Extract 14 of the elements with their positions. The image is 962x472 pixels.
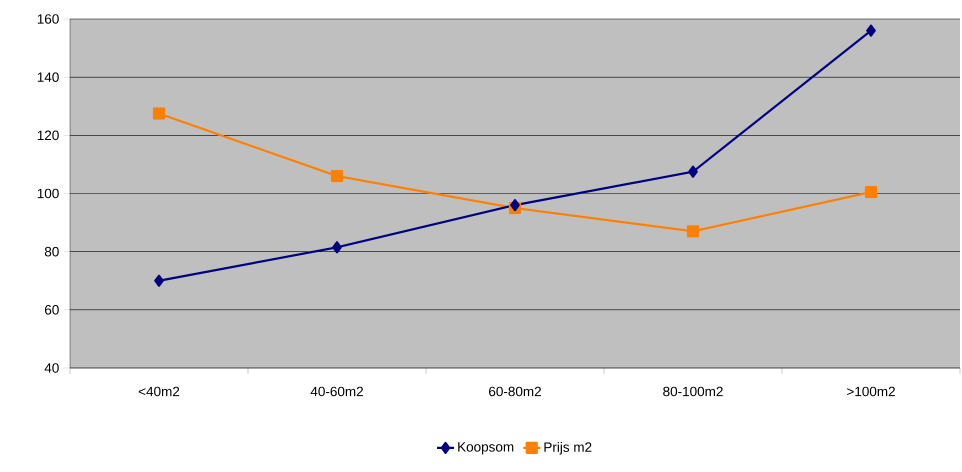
x-tick-label: 80-100m2 — [663, 386, 723, 396]
x-tick-label: 40-60m2 — [310, 386, 363, 396]
y-tick-label: 160 — [38, 14, 59, 24]
x-tick-label: >100m2 — [847, 386, 895, 396]
x-tick-label: <40m2 — [138, 386, 180, 396]
y-tick-label: 80 — [44, 246, 59, 256]
legend-label: Prijs m2 — [544, 442, 592, 455]
legend-label: Koopsom — [458, 442, 514, 454]
y-tick-label: 120 — [38, 130, 59, 140]
x-tick-label: 60-80m2 — [489, 386, 541, 396]
y-tick-label: 140 — [38, 72, 59, 82]
y-tick-label: 40 — [44, 363, 59, 373]
y-tick-label: 60 — [44, 305, 59, 315]
y-tick-label: 100 — [38, 188, 59, 198]
